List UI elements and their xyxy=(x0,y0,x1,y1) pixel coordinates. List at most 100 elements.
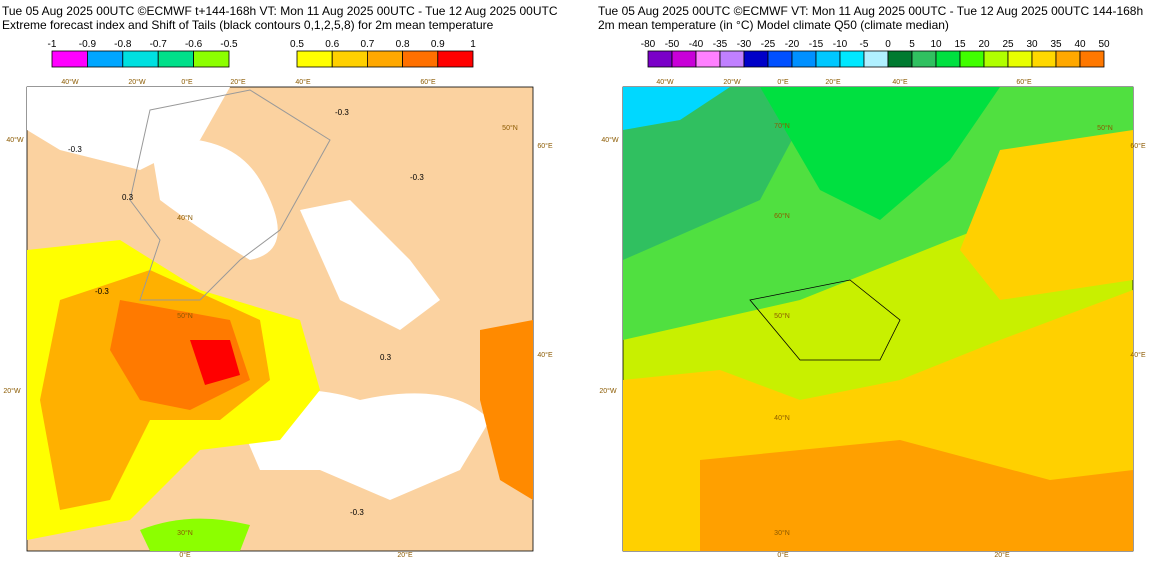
colorbar-label: 0.6 xyxy=(325,39,339,50)
colorbar-label: 10 xyxy=(930,39,942,50)
colorbar-box xyxy=(402,50,439,68)
grid-label: 20°E xyxy=(825,78,841,86)
colorbar-box xyxy=(815,50,841,68)
colorbar-box xyxy=(122,50,159,68)
grid-label: 50°N xyxy=(774,312,790,320)
colorbar-box xyxy=(1055,50,1081,68)
area xyxy=(623,87,820,260)
grid-label: 50°N xyxy=(177,312,193,320)
colorbar-box xyxy=(863,50,889,68)
grid-label: 0°E xyxy=(777,551,789,559)
grid-label: 30°N xyxy=(774,529,790,537)
colorbar-box xyxy=(719,50,745,68)
grid-label: 0°E xyxy=(777,78,789,86)
colorbar-label: 20 xyxy=(978,39,990,50)
colorbar-box xyxy=(1007,50,1033,68)
map-left xyxy=(26,86,534,552)
grid-label: 40°N xyxy=(177,214,193,222)
grid-label: 20°W xyxy=(3,387,21,395)
colorbar-label: 0.7 xyxy=(360,39,374,50)
colorbar-label: 0.8 xyxy=(396,39,410,50)
contour-label: -0.3 xyxy=(410,173,424,182)
grid-label: 20°W xyxy=(723,78,741,86)
colorbar-label: -1 xyxy=(48,39,57,50)
grid-label: 60°N xyxy=(774,212,790,220)
map-right xyxy=(622,86,1134,552)
colorbar-label: -30 xyxy=(737,39,752,50)
colorbar-box xyxy=(437,50,474,68)
colorbar-label: 40 xyxy=(1074,39,1086,50)
colorbar-box xyxy=(767,50,793,68)
colorbar-label: -25 xyxy=(761,39,776,50)
grid-label: 40°E xyxy=(295,78,311,86)
area xyxy=(110,300,250,410)
grid-label: 60°E xyxy=(420,78,436,86)
colorbar-label: 25 xyxy=(1002,39,1014,50)
colorbar-label: -40 xyxy=(689,39,704,50)
area xyxy=(700,440,1133,551)
contour-label: 0.3 xyxy=(380,353,392,362)
contour-label: -0.3 xyxy=(350,508,364,517)
colorbar-box xyxy=(887,50,913,68)
colorbar-label: -35 xyxy=(713,39,728,50)
grid-label: 40°E xyxy=(1130,351,1146,359)
colorbar-box xyxy=(193,50,230,68)
colorbar-label: -0.6 xyxy=(185,39,203,50)
colorbar-box xyxy=(296,50,333,68)
coastline xyxy=(749,279,901,361)
contour-label: -0.3 xyxy=(95,287,109,296)
colorbar-box xyxy=(983,50,1009,68)
grid-label: 40°W xyxy=(61,78,79,86)
colorbar-label: 5 xyxy=(909,39,915,50)
area xyxy=(623,87,730,130)
subtitle-line: 2m mean temperature (in °C) Model climat… xyxy=(598,18,949,32)
grid-label: 20°E xyxy=(230,78,246,86)
grid-label: 20°E xyxy=(397,551,413,559)
contour-label: 0.3 xyxy=(122,193,134,202)
area xyxy=(190,340,240,385)
colorbar-label: 35 xyxy=(1050,39,1062,50)
colorbar-box xyxy=(743,50,769,68)
grid-label: 50°N xyxy=(502,124,518,132)
colorbar-box xyxy=(695,50,721,68)
colorbar-label: -0.9 xyxy=(79,39,97,50)
colorbar-box xyxy=(647,50,673,68)
colorbar-box xyxy=(671,50,697,68)
grid-label: 20°E xyxy=(994,551,1010,559)
area xyxy=(140,518,250,551)
grid-label: 50°N xyxy=(1097,124,1113,132)
grid-label: 60°E xyxy=(1016,78,1032,86)
grid-label: 40°N xyxy=(774,414,790,422)
colorbar-label: 15 xyxy=(954,39,966,50)
colorbar-box xyxy=(157,50,194,68)
colorbar-box xyxy=(911,50,937,68)
subtitle-line: Extreme forecast index and Shift of Tail… xyxy=(2,18,494,32)
grid-label: 60°E xyxy=(537,142,553,150)
colorbar-box xyxy=(1031,50,1057,68)
grid-label: 40°E xyxy=(537,351,553,359)
colorbar-label: 50 xyxy=(1098,39,1110,50)
area xyxy=(960,130,1133,300)
colorbar-label: -5 xyxy=(860,39,869,50)
grid-label: 60°E xyxy=(1130,142,1146,150)
grid-label: 30°N xyxy=(177,529,193,537)
grid-label: 0°E xyxy=(181,78,193,86)
grid-label: 20°W xyxy=(128,78,146,86)
colorbar-box xyxy=(87,50,124,68)
colorbar-label: -20 xyxy=(785,39,800,50)
colorbar-box xyxy=(366,50,403,68)
colorbar-label: -50 xyxy=(665,39,680,50)
colorbar-label: -10 xyxy=(833,39,848,50)
title-line: Tue 05 Aug 2025 00UTC ©ECMWF VT: Mon 11 … xyxy=(598,4,1143,18)
colorbar-box xyxy=(331,50,368,68)
contour-label: -0.3 xyxy=(335,108,349,117)
colorbar-label: 0.5 xyxy=(290,39,304,50)
title-line: Tue 05 Aug 2025 00UTC ©ECMWF t+144-168h … xyxy=(2,4,558,18)
colorbar-label: -15 xyxy=(809,39,824,50)
colorbar-label: 0 xyxy=(885,39,891,50)
area xyxy=(300,200,440,330)
colorbar-box xyxy=(51,50,88,68)
colorbar-box xyxy=(959,50,985,68)
grid-label: 40°W xyxy=(6,136,24,144)
